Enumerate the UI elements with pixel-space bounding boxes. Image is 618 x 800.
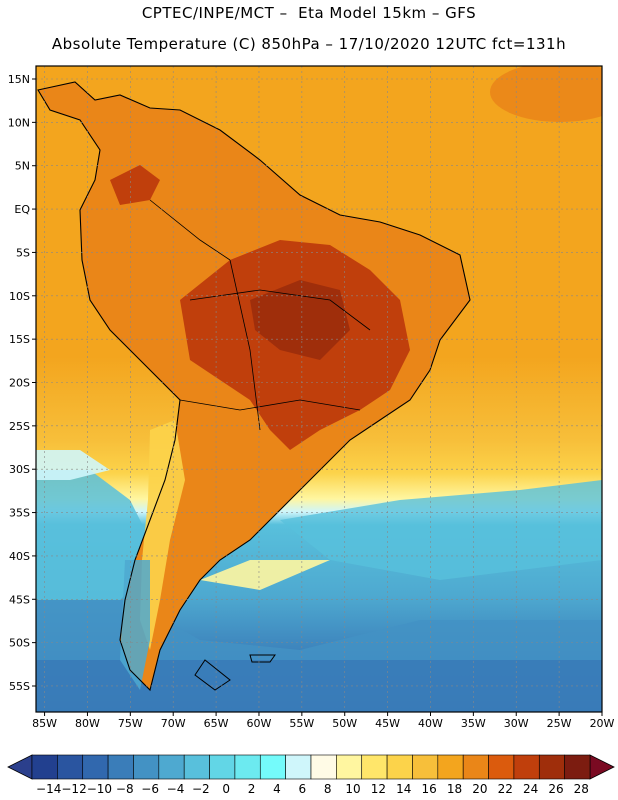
latitude-axis: 15N 10N 5N EQ 5S 10S 15S 20S 25S 30S 35S 40S 45S 50S 5… bbox=[8, 73, 36, 693]
cold-south-band bbox=[36, 600, 602, 660]
colorbar-swatch bbox=[285, 754, 312, 780]
lon-tick-label: 80W bbox=[75, 717, 100, 730]
lat-tick-label: 30S bbox=[9, 463, 30, 476]
colorbar-label: 26 bbox=[548, 782, 563, 796]
lat-tick-label: EQ bbox=[14, 203, 30, 216]
colorbar-swatch bbox=[361, 754, 388, 780]
colorbar-label: 24 bbox=[523, 782, 538, 796]
lat-tick-label: 5N bbox=[15, 160, 30, 173]
gridlines bbox=[36, 66, 603, 712]
colorbar-label: 4 bbox=[273, 782, 281, 796]
warm-shelf-band bbox=[200, 560, 330, 590]
colorbar-label: 16 bbox=[421, 782, 436, 796]
northwest-hot-spot bbox=[110, 165, 160, 205]
colorbar-swatch bbox=[437, 754, 464, 780]
lon-tick-label: 65W bbox=[204, 717, 229, 730]
lon-tick-label: 45W bbox=[375, 717, 400, 730]
colorbar-label: 14 bbox=[396, 782, 411, 796]
colorbar-swatch bbox=[336, 754, 363, 780]
lat-tick-label: 10N bbox=[8, 116, 30, 129]
colorbar-swatch bbox=[234, 754, 261, 780]
lon-tick-label: 35W bbox=[461, 717, 486, 730]
lat-tick-label: 15N bbox=[8, 73, 30, 86]
colorbar-swatch bbox=[513, 754, 540, 780]
colorbar-swatch bbox=[57, 754, 84, 780]
colorbar-swatch bbox=[412, 754, 439, 780]
colorbar-under-arrow bbox=[7, 754, 33, 780]
lat-tick-label: 10S bbox=[9, 290, 30, 303]
colorbar-swatch bbox=[183, 754, 210, 780]
coastline bbox=[37, 81, 471, 692]
cool-pacific-band bbox=[36, 450, 110, 480]
colorbar-swatch bbox=[158, 754, 185, 780]
colorbar-swatch bbox=[310, 754, 337, 780]
colorbar-label: 6 bbox=[298, 782, 306, 796]
colorbar-label: 2 bbox=[248, 782, 256, 796]
continent-hottest-core bbox=[250, 280, 350, 360]
colorbar-swatch bbox=[107, 754, 134, 780]
lon-tick-label: 20W bbox=[590, 717, 615, 730]
colorbar-label: 8 bbox=[324, 782, 332, 796]
lat-tick-label: 50S bbox=[9, 637, 30, 650]
patagonia-cold-area bbox=[120, 560, 150, 690]
lon-tick-label: 50W bbox=[332, 717, 357, 730]
colorbar-label: 28 bbox=[574, 782, 589, 796]
colorbar-label: 20 bbox=[472, 782, 487, 796]
colorbar-swatch bbox=[82, 754, 109, 780]
cold-atlantic-area bbox=[280, 480, 602, 580]
lon-tick-label: 25W bbox=[547, 717, 572, 730]
lat-tick-label: 55S bbox=[9, 680, 30, 693]
temperature-field bbox=[36, 66, 602, 712]
map-frame bbox=[35, 65, 603, 713]
colorbar-label: 12 bbox=[371, 782, 386, 796]
lon-tick-label: 30W bbox=[504, 717, 529, 730]
lon-tick-label: 70W bbox=[161, 717, 186, 730]
colorbar-label: 10 bbox=[345, 782, 360, 796]
colorbar-label: −10 bbox=[87, 782, 112, 796]
colorbar-label: −6 bbox=[141, 782, 159, 796]
lon-tick-label: 85W bbox=[32, 717, 57, 730]
colorbar-label: −12 bbox=[61, 782, 86, 796]
colorbar-swatch bbox=[209, 754, 236, 780]
colorbar-swatch bbox=[488, 754, 515, 780]
map-title: CPTEC/INPE/MCT – Eta Model 15km – GFS bbox=[141, 4, 477, 22]
colorbar-swatch bbox=[538, 754, 565, 780]
lat-tick-label: 15S bbox=[9, 333, 30, 346]
lon-tick-label: 40W bbox=[418, 717, 443, 730]
andes-cool-strip bbox=[140, 420, 185, 650]
map-subtitle: Absolute Temperature (C) 850hPa – 17/10/… bbox=[51, 35, 567, 53]
colorbar-label: −8 bbox=[116, 782, 134, 796]
colorbar-swatch bbox=[259, 754, 286, 780]
colorbar-swatch bbox=[386, 754, 413, 780]
colorbar-swatch bbox=[564, 754, 591, 780]
lat-tick-label: 40S bbox=[9, 550, 30, 563]
lon-tick-label: 55W bbox=[289, 717, 314, 730]
colorbar-label: −2 bbox=[192, 782, 210, 796]
colorbar-swatch bbox=[31, 754, 58, 780]
longitude-axis: 85W 80W 75W 70W 65W 60W 55W 50W 45W 40W 35W 30W 25W 2… bbox=[32, 712, 615, 730]
colorbar-label: −4 bbox=[167, 782, 185, 796]
lat-tick-label: 25S bbox=[9, 420, 30, 433]
lat-tick-label: 45S bbox=[9, 593, 30, 606]
lon-tick-label: 60W bbox=[247, 717, 272, 730]
warm-pool-northeast bbox=[490, 66, 602, 122]
colorbar-label: −14 bbox=[36, 782, 61, 796]
colorbar-label: 0 bbox=[222, 782, 230, 796]
colorbar-label: 22 bbox=[498, 782, 513, 796]
colorbar-swatch bbox=[133, 754, 160, 780]
colorbar-swatch bbox=[462, 754, 489, 780]
colorbar-over-arrow bbox=[589, 754, 615, 780]
lat-tick-label: 35S bbox=[9, 507, 30, 520]
colorbar-label: 18 bbox=[447, 782, 462, 796]
lon-tick-label: 75W bbox=[118, 717, 143, 730]
lat-tick-label: 5S bbox=[16, 246, 30, 259]
lat-tick-label: 20S bbox=[9, 376, 30, 389]
